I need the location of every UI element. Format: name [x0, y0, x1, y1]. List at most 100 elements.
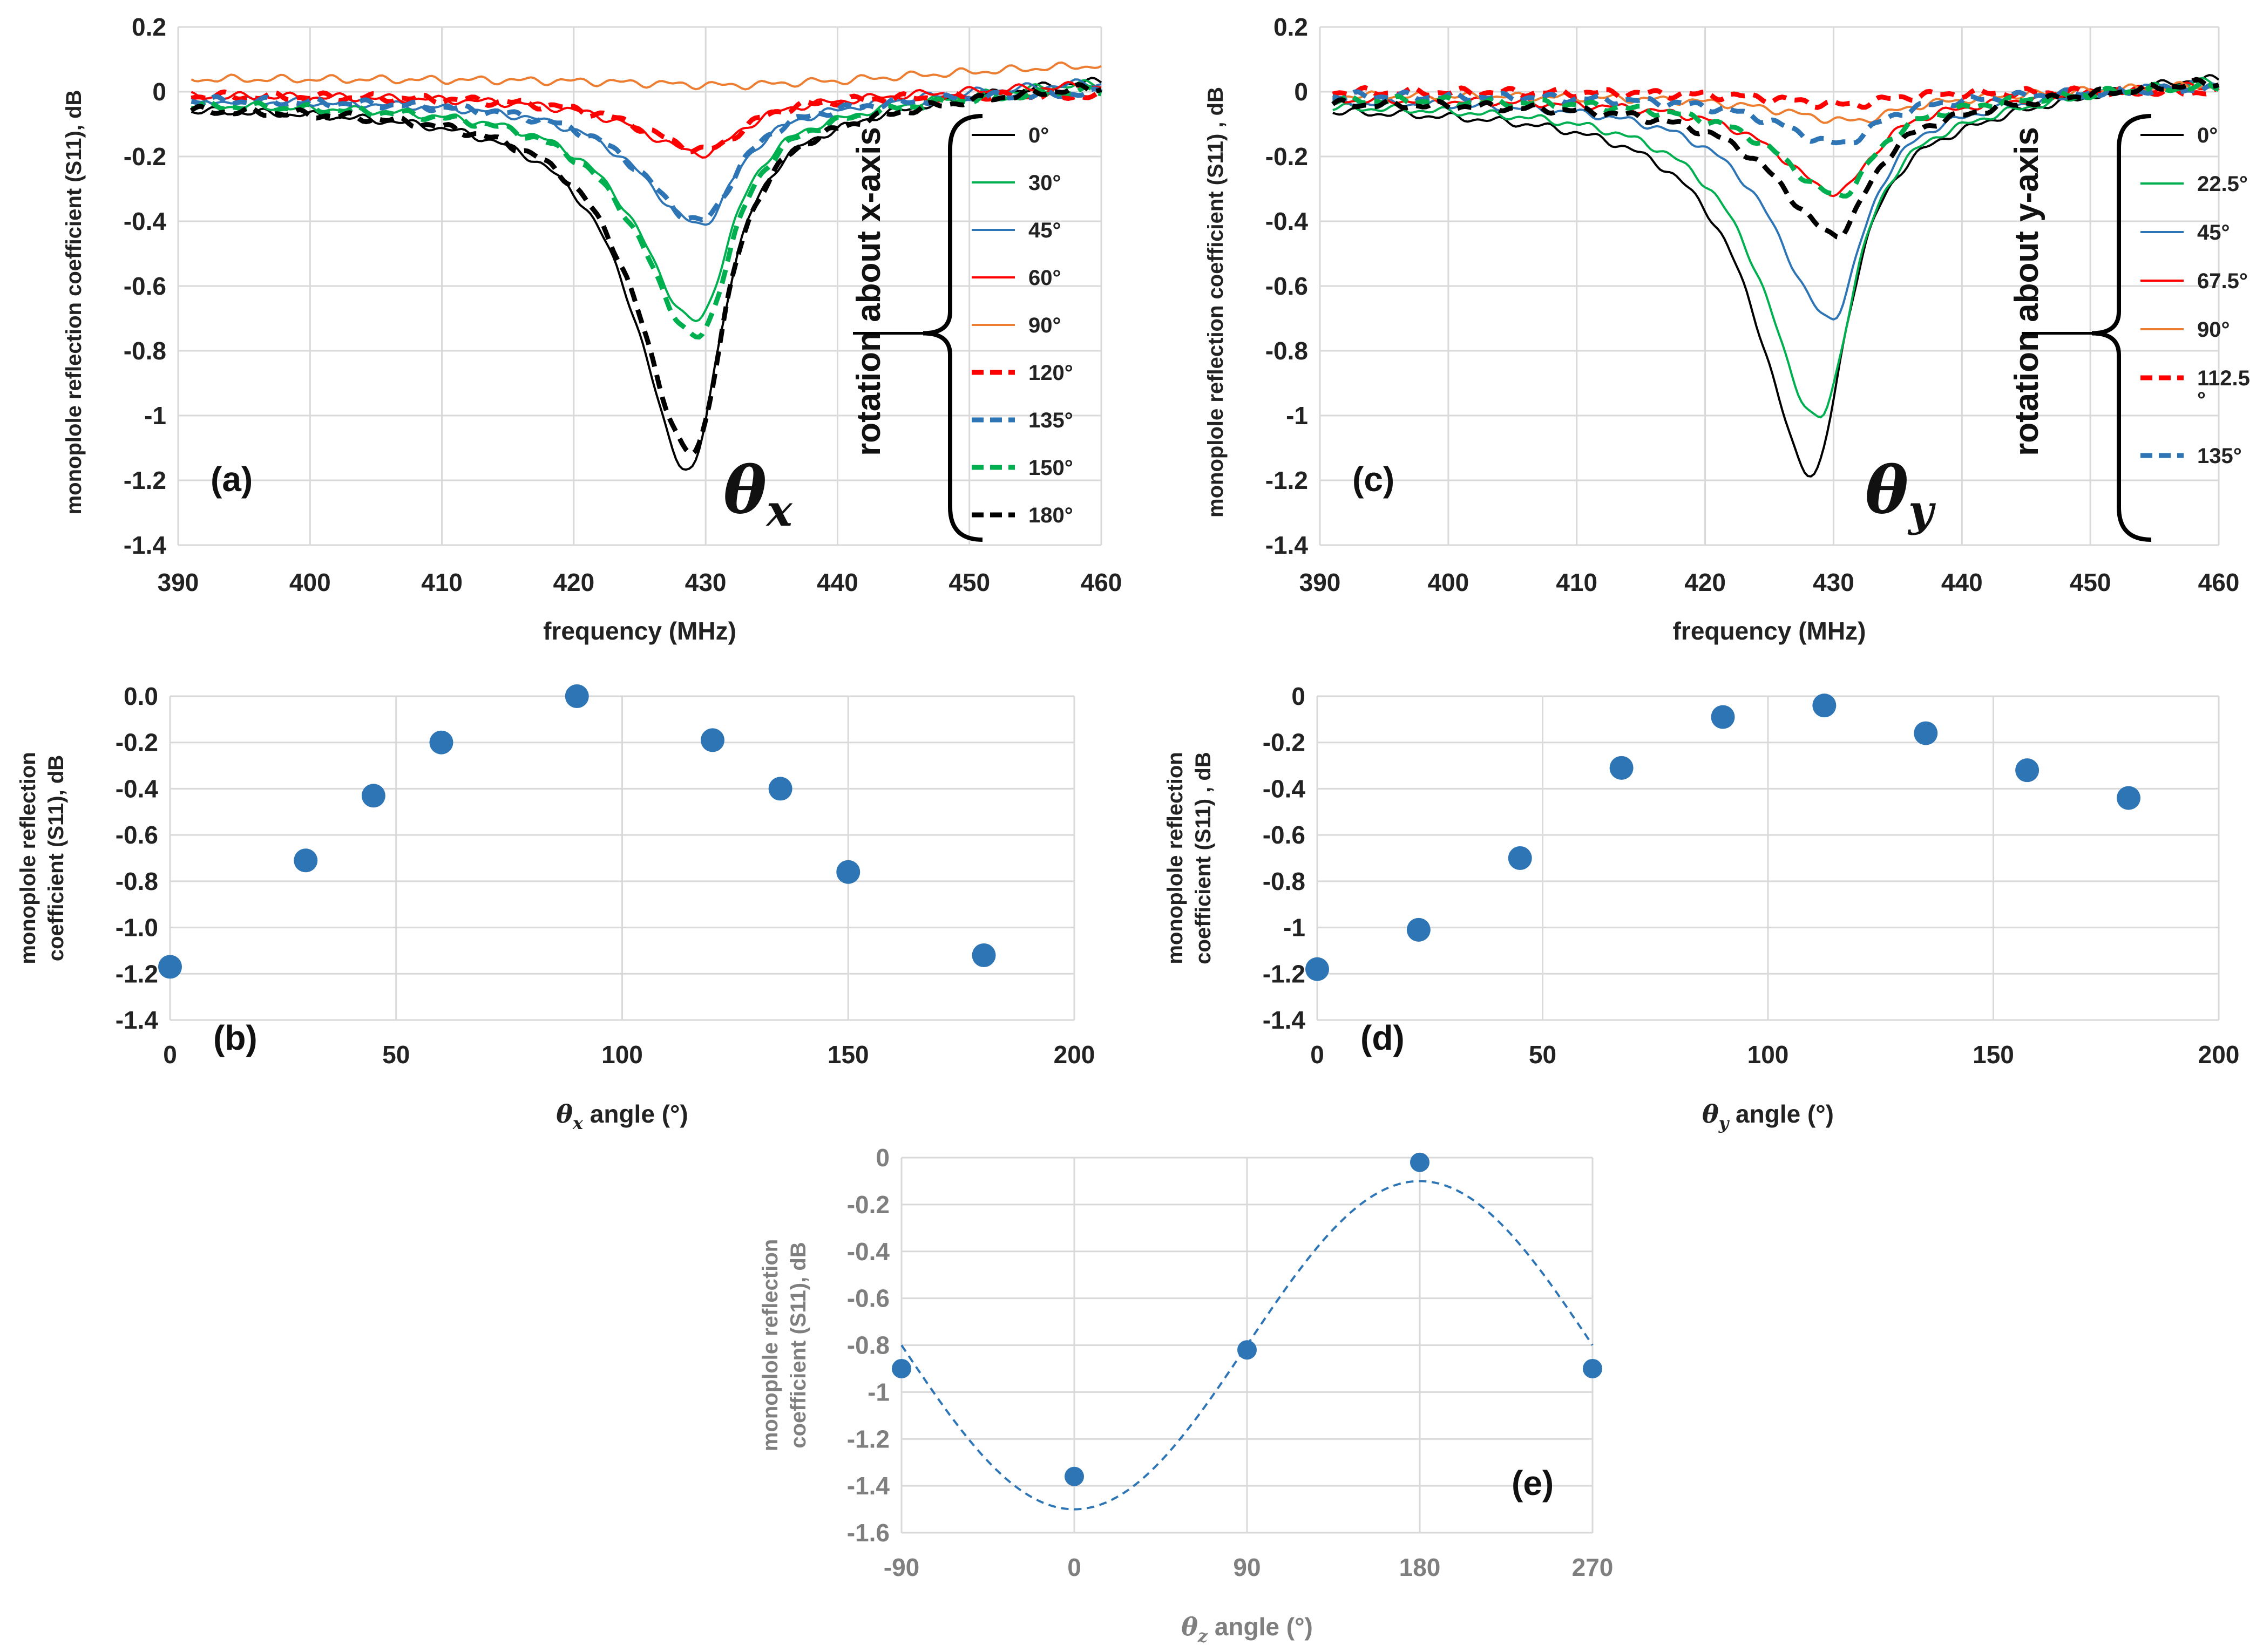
y-axis-title-line: coefficient (S11), dB: [44, 755, 68, 961]
data-point: [1609, 756, 1634, 780]
y-tick-label: 0.2: [1273, 13, 1308, 41]
y-tick-label: -0.6: [1263, 821, 1305, 849]
legend-entry: 90°: [2197, 318, 2230, 342]
y-tick-label: 0: [1294, 78, 1308, 106]
y-tick-label: -0.2: [124, 142, 166, 171]
y-tick-label: -1: [1283, 914, 1305, 942]
legend-entry: 22.5°: [2197, 172, 2248, 196]
legend-entry: 0°: [2197, 124, 2218, 147]
x-tick-label: 50: [382, 1041, 410, 1069]
y-tick-label: -1.4: [1263, 1006, 1306, 1034]
data-point: [1406, 917, 1431, 942]
legend-entry-fragment: °: [2197, 388, 2206, 412]
data-point: [565, 684, 589, 708]
legend-entry: 112.5: [2197, 366, 2250, 390]
x-tick-label: 200: [1054, 1041, 1095, 1069]
series-line: [1332, 79, 2219, 321]
y-tick-label: -1.2: [124, 466, 166, 494]
rotation-axis-label: rotation about x-axis: [850, 127, 887, 456]
y-tick-label: -0.6: [124, 272, 166, 300]
y-tick-label: -1.6: [847, 1519, 890, 1547]
x-tick-label: 0: [1067, 1553, 1081, 1581]
x-axis-symbol: θ: [1181, 1612, 1198, 1641]
chart-panel-d: 0 50 100 150 200 0 -0.2 -0.4 -0.6 -0.8 -1 -1.2 -1.4 θ…: [1163, 682, 2239, 1133]
legend-entry: 60°: [1028, 266, 1061, 290]
y-tick-label: -0.8: [116, 867, 158, 895]
legend-brace: [923, 114, 983, 542]
y-tick-label: -0.8: [124, 337, 166, 365]
series-line: [191, 89, 1102, 155]
theta-symbol: θx: [723, 452, 793, 536]
theta-symbol: θy: [1865, 452, 1936, 536]
data-point: [2117, 786, 2140, 810]
x-tick-label: 150: [1973, 1041, 2014, 1069]
y-tick-label: -1: [1286, 402, 1308, 430]
y-tick-label: -0.2: [847, 1191, 890, 1219]
data-point: [972, 943, 996, 967]
data-point: [429, 730, 453, 754]
data-point: [1711, 705, 1735, 729]
x-axis-symbol: θ: [1702, 1099, 1719, 1128]
chart-panel-c: 390 400 410 420 430 440 450 460 0.2 0 -0.2 -0.4 -0.6…: [1204, 13, 2250, 645]
x-tick-label: 430: [685, 568, 727, 596]
y-tick-label: -0.6: [1265, 272, 1308, 300]
x-axis-symbol-sub: x: [572, 1113, 584, 1133]
y-axis-title-line: coefficient (S11) , dB: [1191, 752, 1215, 964]
x-tick-label: 430: [1813, 568, 1854, 596]
legend-brace: [2091, 114, 2152, 542]
y-axis-title: monoplole reflection coefficient (S11) ,…: [1204, 87, 1228, 518]
x-tick-label: -90: [884, 1553, 919, 1581]
panel-label: (a): [211, 460, 253, 499]
x-tick-label: 400: [1427, 568, 1469, 596]
x-tick-label: 100: [1747, 1041, 1789, 1069]
y-tick-label: 0: [1291, 682, 1305, 710]
data-point: [1812, 694, 1837, 718]
series-line: [189, 82, 1102, 457]
x-axis-symbol-sub: z: [1197, 1626, 1208, 1646]
y-tick-label: -1.2: [847, 1425, 890, 1453]
x-tick-label: 200: [2198, 1041, 2240, 1069]
y-tick-label: -0.6: [116, 821, 158, 849]
y-tick-label: -1.4: [1265, 531, 1309, 559]
series-line: [191, 77, 1102, 471]
panel-label: (b): [213, 1018, 258, 1057]
y-tick-label: -1.4: [116, 1006, 159, 1034]
y-tick-label: -0.2: [116, 729, 158, 757]
rotation-axis-label: rotation about y-axis: [2008, 127, 2045, 456]
y-axis-title-line: monoplole reflection: [758, 1239, 782, 1451]
data-point: [768, 777, 792, 801]
y-tick-label: 0.2: [132, 13, 166, 41]
x-axis-title: frequency (MHz): [1673, 617, 1866, 645]
x-tick-label: 150: [828, 1041, 869, 1069]
series-line: [191, 86, 1103, 222]
data-point: [158, 955, 182, 979]
legend-entry: 180°: [1028, 504, 1073, 527]
y-tick-label: -0.8: [1265, 337, 1308, 365]
x-tick-label: 90: [1233, 1553, 1261, 1581]
panel-label: (c): [1352, 460, 1394, 499]
y-axis-title-line: monoplole reflection: [1163, 752, 1187, 964]
data-point: [892, 1358, 911, 1378]
y-tick-label: -1: [144, 402, 166, 430]
chart-panel-b: 0 50 100 150 200 0.0 -0.2 -0.4 -0.6 -0.8 -1.0 -1.2 -…: [16, 682, 1095, 1133]
legend-entry: 135°: [1028, 409, 1073, 432]
y-axis-title-line: monoplole reflection: [16, 752, 40, 964]
y-tick-label: 0: [152, 78, 166, 106]
data-point: [1305, 957, 1329, 981]
data-point: [1508, 846, 1532, 870]
legend-entry: 67.5°: [2197, 269, 2248, 293]
x-tick-label: 410: [1556, 568, 1597, 596]
y-tick-label: -1.2: [1263, 960, 1305, 988]
y-tick-label: -1.4: [124, 531, 167, 559]
x-tick-label: 400: [289, 568, 331, 596]
x-axis-title: θx angle (°): [556, 1099, 688, 1133]
y-tick-label: -0.4: [847, 1238, 890, 1266]
legend-entry: 30°: [1028, 171, 1061, 195]
y-tick-label: -0.4: [116, 774, 159, 803]
x-tick-label: 270: [1572, 1553, 1614, 1581]
legend-entry: 45°: [1028, 219, 1061, 242]
x-tick-label: 450: [2070, 568, 2111, 596]
x-axis-title: θy angle (°): [1702, 1099, 1834, 1133]
